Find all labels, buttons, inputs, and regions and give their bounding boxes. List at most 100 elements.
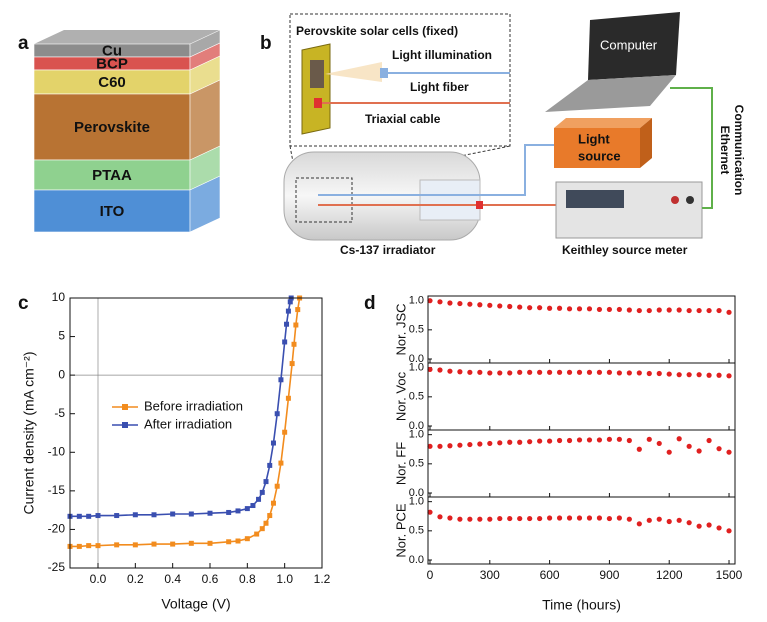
marker: [114, 513, 120, 519]
marker: [274, 483, 280, 489]
point: [716, 525, 722, 531]
point: [666, 371, 672, 377]
point: [656, 307, 662, 313]
point: [507, 439, 513, 445]
point: [616, 306, 622, 313]
marker: [95, 543, 101, 549]
y-tick-label: 5: [58, 329, 65, 343]
marker: [244, 506, 250, 512]
label: Light: [578, 131, 610, 146]
point: [586, 437, 593, 443]
y-tick-label: -20: [48, 522, 66, 536]
point: [477, 441, 483, 447]
marker: [284, 321, 290, 327]
point: [686, 443, 692, 449]
point: [596, 306, 603, 313]
point: [517, 304, 523, 310]
marker: [244, 536, 250, 542]
point: [457, 369, 463, 375]
point: [437, 367, 443, 373]
point: [537, 369, 543, 375]
y-axis-label: Nor. PCE: [393, 503, 408, 558]
x-tick-label: 900: [599, 568, 619, 582]
marker: [278, 377, 284, 383]
y-tick-label: 0.0: [409, 554, 424, 566]
marker: [76, 513, 82, 519]
fiber: [318, 144, 556, 196]
label: Computer: [600, 37, 658, 52]
point: [507, 303, 513, 310]
point: [626, 437, 632, 444]
laptop-screen: [588, 12, 680, 80]
point: [457, 300, 463, 307]
x-axis-label: Time (hours): [542, 597, 621, 613]
marker: [132, 512, 138, 518]
point: [706, 522, 712, 528]
x-tick-label: 0.4: [164, 572, 181, 586]
light-source: [554, 128, 640, 168]
marker: [188, 540, 194, 546]
point: [556, 305, 563, 311]
layer-label: C60: [98, 74, 126, 91]
y-tick-label: 0.5: [409, 324, 424, 336]
point: [636, 370, 642, 376]
x-tick-label: 1500: [716, 568, 743, 582]
point: [477, 369, 483, 375]
point: [566, 306, 573, 312]
layer-label: BCP: [96, 55, 128, 72]
marker: [114, 542, 120, 548]
point: [447, 300, 453, 306]
point: [716, 307, 722, 314]
point: [487, 370, 493, 376]
marker: [86, 513, 92, 519]
point: [497, 303, 503, 309]
point: [427, 366, 433, 373]
point: [477, 516, 483, 522]
point: [676, 517, 682, 523]
y-axis-label: Current density (mA cm⁻²): [21, 352, 37, 515]
marker: [259, 526, 265, 532]
label: Ethernet: [718, 126, 732, 175]
light-beam: [325, 62, 382, 82]
marker: [151, 512, 157, 518]
marker: [151, 541, 157, 547]
laptop-base: [545, 75, 676, 112]
layer-side: [189, 175, 221, 233]
point: [696, 523, 702, 529]
point: [666, 307, 672, 313]
marker: [295, 307, 301, 313]
solar-cell: [301, 43, 331, 135]
point: [457, 516, 463, 522]
point: [586, 515, 593, 521]
x-tick-label: 300: [480, 568, 500, 582]
point: [507, 515, 513, 522]
y-tick-label: 0.0: [409, 487, 424, 499]
point: [626, 370, 632, 376]
point: [457, 442, 463, 448]
point: [716, 446, 722, 452]
meter-display: [566, 190, 624, 208]
panel-label: a: [18, 33, 29, 54]
marker: [76, 543, 82, 549]
marker: [263, 520, 269, 526]
label: Light fiber: [410, 80, 469, 94]
y-tick-label: -15: [48, 483, 66, 497]
plot-frame: [427, 295, 736, 364]
point: [616, 370, 622, 376]
legend-label: After irradiation: [144, 416, 232, 431]
point: [467, 516, 473, 522]
point: [596, 515, 603, 521]
marker: [270, 440, 276, 446]
marker: [293, 322, 299, 328]
point: [447, 515, 453, 521]
box-top: [554, 118, 652, 128]
label: source: [578, 148, 621, 163]
layer: [33, 159, 191, 191]
point: [636, 307, 642, 314]
point: [566, 369, 573, 375]
point: [606, 369, 613, 375]
layer-top: [34, 30, 220, 44]
point: [576, 515, 583, 521]
marker: [226, 539, 232, 545]
